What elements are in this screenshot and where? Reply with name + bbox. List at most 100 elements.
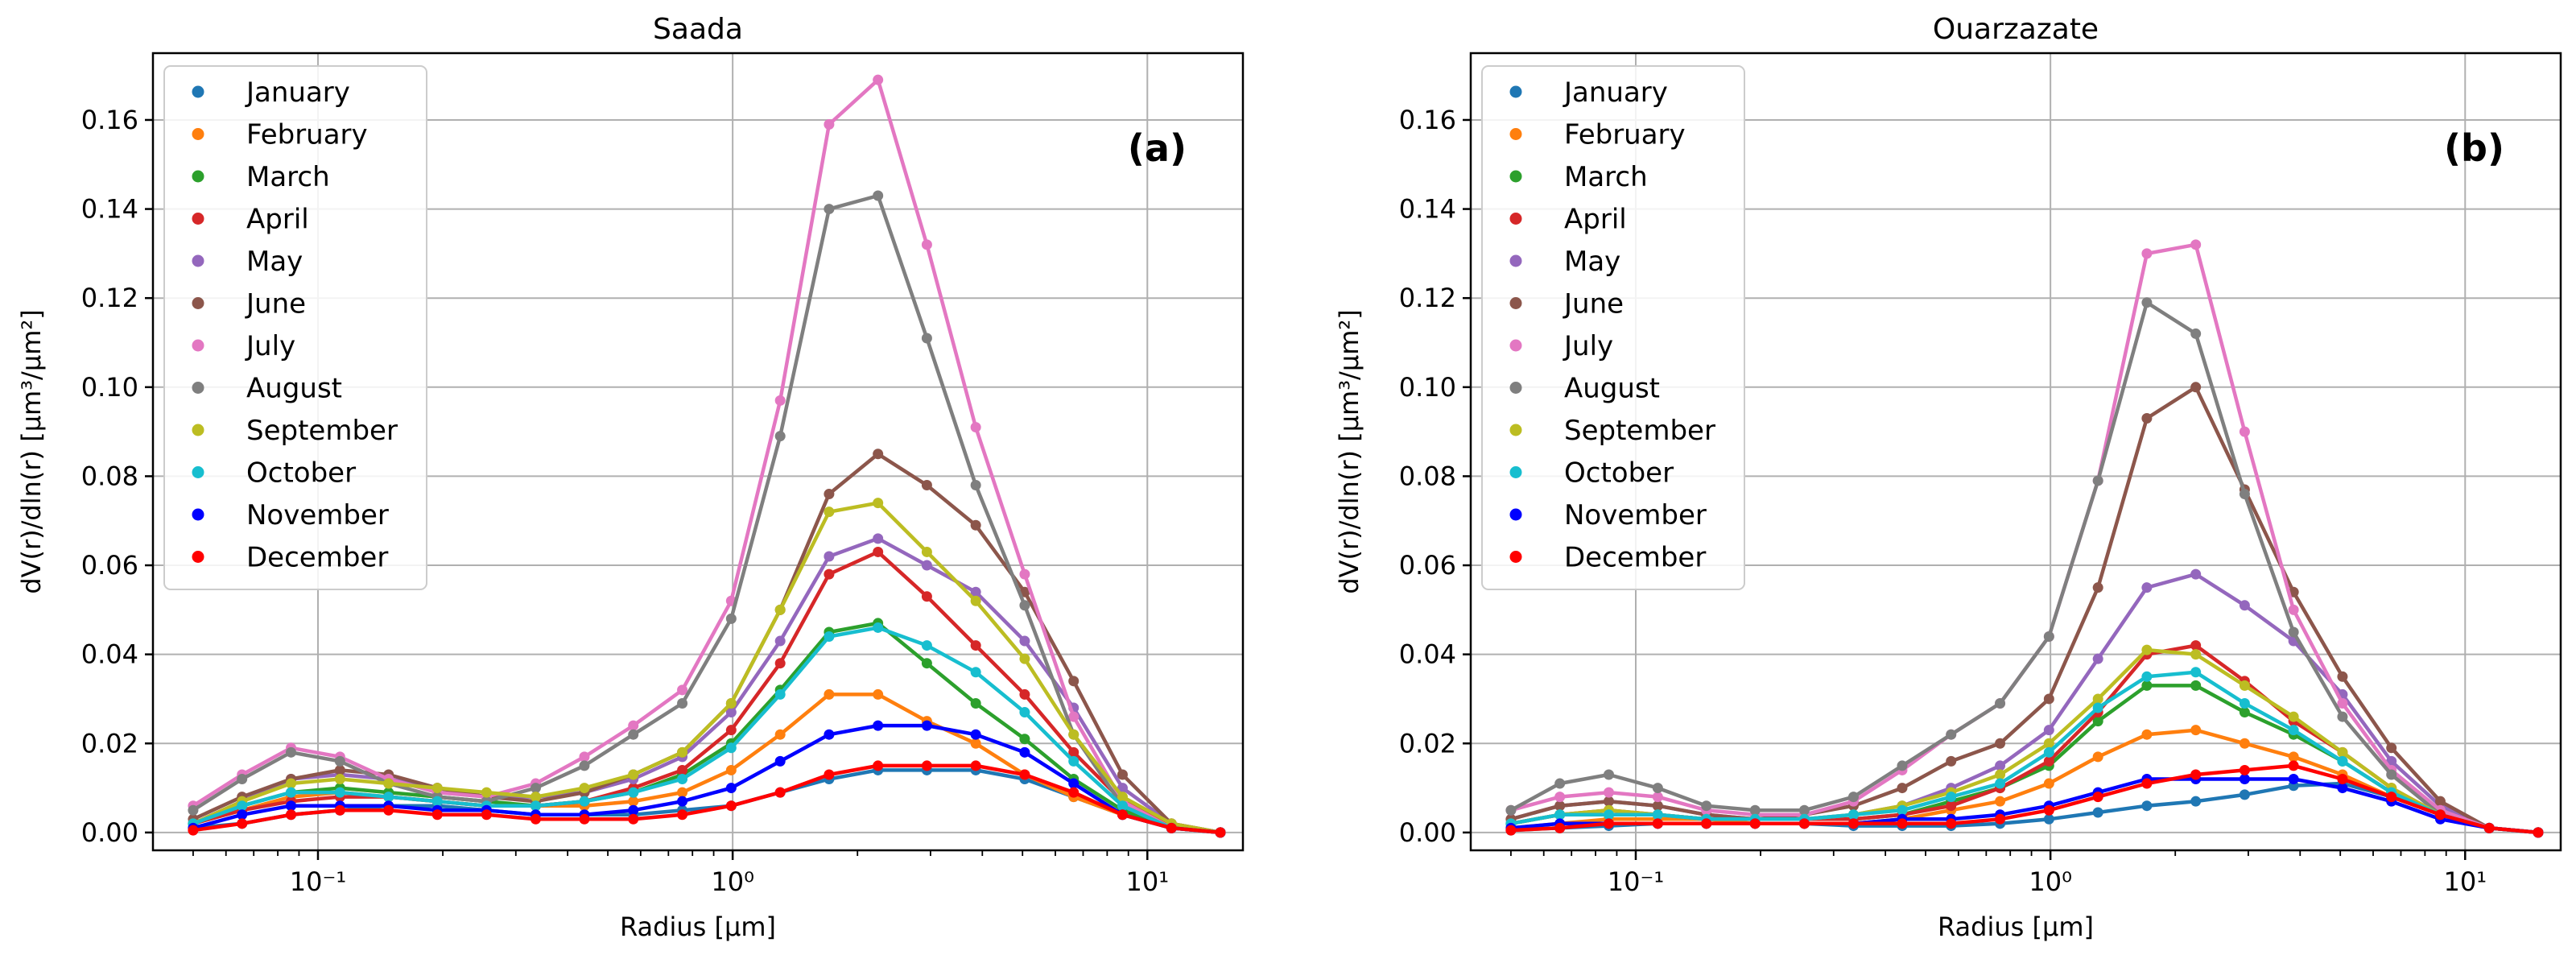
data-point-june [921,479,932,490]
series-line-october [1510,670,2539,835]
data-point-may [774,635,786,647]
data-point-may [1995,760,2006,771]
data-point-november [677,796,688,807]
legend-marker-march [192,170,204,183]
legend-marker-february [1509,128,1522,140]
data-point-december [677,809,688,821]
data-point-december [824,769,835,780]
data-point-august [628,729,639,740]
legend-label-july: July [1563,330,1613,362]
data-point-december [1117,809,1128,821]
data-point-february [677,787,688,798]
data-point-december [431,809,443,821]
data-point-june [2092,582,2103,593]
legend-label-july: July [245,330,295,362]
data-point-january [2239,789,2250,800]
series-line-january [192,768,1221,835]
data-point-august [774,431,786,442]
data-point-december [1847,818,1859,829]
legend: January February March April May June July Augu… [163,65,427,590]
data-point-september [481,787,492,798]
data-point-january [2092,807,2103,818]
data-point-november [970,729,981,740]
data-point-december [188,825,199,836]
data-point-december [1068,787,1080,798]
legend-marker-january [192,85,204,98]
series-line-september [1510,647,2539,835]
data-point-october [383,792,394,803]
data-point-july [774,395,786,406]
data-point-december [2092,792,2103,803]
panel-ouarzazate: 0.00 0.02 0.04 0.06 0.08 0.10 0.12 0.14 0.16 10⁻¹… [1334,13,2562,942]
series-line-october [192,626,1221,835]
data-point-march [970,697,981,709]
data-point-september [334,774,345,785]
data-point-march [2092,716,2103,727]
legend-marker-july [1509,339,1522,352]
data-point-august [579,760,590,771]
legend-label-november: November [1564,499,1707,531]
plot-frame [1469,52,2562,852]
legend-marker-october [192,466,204,478]
data-point-may [970,586,981,597]
data-point-october [237,800,248,812]
legend-marker-june [192,297,204,309]
data-point-september [431,783,443,794]
data-point-october [677,774,688,785]
data-point-october [2043,746,2054,758]
data-point-september [1117,792,1128,803]
y-tick-label: 0.10 [1399,372,1456,403]
data-point-october [1995,778,2006,789]
x-axis-label: Radius [μm] [620,912,776,942]
y-axis: 0.00 0.02 0.04 0.06 0.08 0.10 0.12 0.14 0.16 [81,105,153,848]
data-point-august [188,804,199,816]
data-point-april [824,568,835,580]
data-point-august [921,333,932,344]
legend-marker-january [1509,85,1522,98]
data-point-october [530,800,541,812]
data-point-december [2483,822,2495,833]
data-point-february [873,688,884,700]
legend-marker-april [192,213,204,225]
data-point-october [921,640,932,651]
data-point-january [2043,813,2054,825]
data-point-june [1652,800,1663,812]
data-point-september [1995,769,2006,780]
legend-box [163,65,427,590]
y-tick-label: 0.02 [1399,728,1456,759]
data-point-december [1166,822,1177,833]
data-point-september [2239,680,2250,691]
legend-marker-august [192,382,204,394]
data-point-july [1604,787,1615,798]
data-point-august [2190,328,2202,339]
data-point-july [2337,697,2348,709]
data-point-august [1946,729,1957,740]
data-point-august [2043,631,2054,643]
data-point-august [1701,800,1712,812]
data-point-december [970,760,981,771]
data-point-january [2190,796,2202,807]
data-point-may [2141,582,2153,593]
plot-frame [151,52,1245,852]
legend-label-march: March [1564,161,1648,193]
data-point-august [1798,804,1810,816]
data-point-october [1652,809,1663,821]
data-point-december [1749,818,1761,829]
legend-marker-september [1509,424,1522,436]
data-point-december [2141,778,2153,789]
data-point-june [873,449,884,460]
data-point-april [774,658,786,669]
data-point-december [334,804,345,816]
series-line-december [1510,763,2539,835]
x-axis-label: Radius [μm] [1938,912,2094,942]
legend-marker-september [192,424,204,436]
data-point-july [2239,426,2250,437]
data-point-september [774,604,786,615]
legend-marker-may [1509,254,1522,267]
y-tick-label: 0.12 [81,283,138,313]
data-point-december [530,813,541,825]
data-point-august [1995,697,2006,709]
data-point-december [628,813,639,825]
data-point-april [1946,800,1957,812]
panel-saada: 0.00 0.02 0.04 0.06 0.08 0.10 0.12 0.14 0.16 10⁻¹… [16,13,1245,942]
